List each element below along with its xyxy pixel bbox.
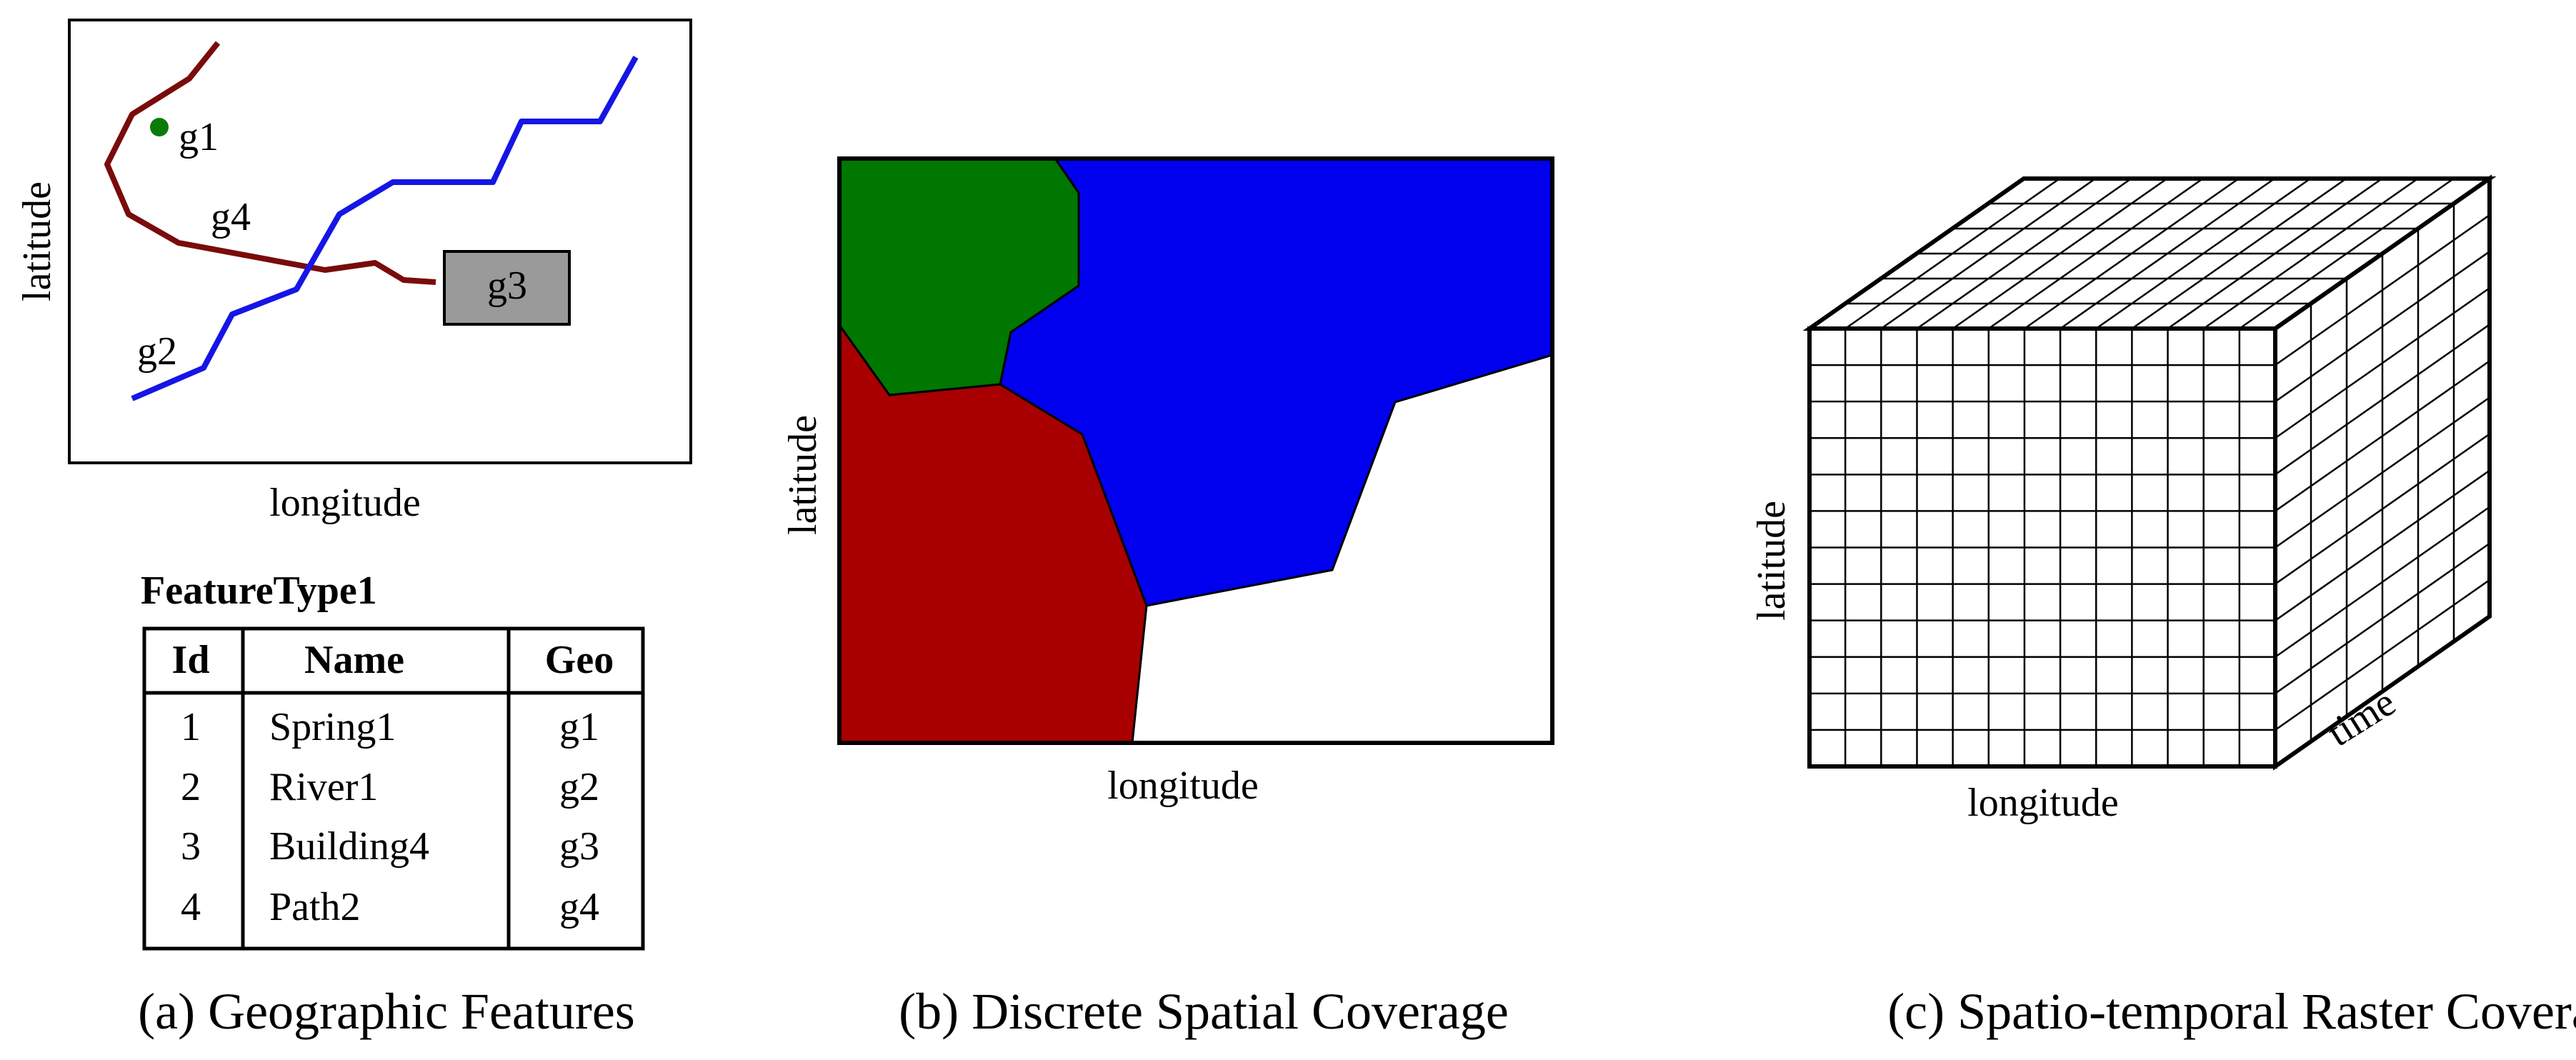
panel-a: g1 g4 g2 g3 longitude latitude FeatureTy…: [15, 19, 692, 1040]
side-grid-line: [2275, 396, 2490, 549]
panel-a-xlabel: longitude: [269, 481, 421, 525]
table-cell-name: Spring1: [269, 705, 396, 749]
panel-a-caption: (a) Geographic Features: [138, 983, 635, 1040]
panel-b-caption: (b) Discrete Spatial Coverage: [899, 983, 1509, 1040]
table-cell-geo: g1: [559, 705, 599, 749]
panel-b-ylabel: latitude: [781, 415, 825, 535]
table-cell-geo: g2: [559, 765, 599, 809]
table-cell-id: 2: [181, 765, 201, 809]
side-grid-line: [2275, 251, 2490, 403]
table-frame: [142, 626, 645, 951]
panel-c-caption: (c) Spatio-temporal Raster Coverage: [1887, 983, 2576, 1040]
label-g1: g1: [179, 115, 219, 159]
table-row: 4 Path2 g4: [181, 885, 599, 929]
feature-g4-path: [104, 41, 436, 285]
table-header-geo: Geo: [545, 638, 614, 682]
side-grid-line: [2275, 287, 2490, 439]
side-grid-line: [2275, 360, 2490, 512]
feature-g2-river: [131, 56, 639, 401]
panel-c: longitude latitude time (c) Spatio-tempo…: [1749, 174, 2576, 1040]
table-cell-geo: g4: [559, 885, 599, 929]
table-title: FeatureType1: [141, 569, 377, 613]
label-g2: g2: [137, 329, 177, 374]
table-cell-geo: g3: [559, 824, 599, 869]
table-cell-name: Path2: [269, 885, 361, 929]
side-grid-line: [2275, 214, 2490, 366]
side-grid-line: [2275, 324, 2490, 476]
panel-b: longitude latitude (b) Discrete Spatial …: [781, 156, 1554, 1040]
panel-a-ylabel: latitude: [15, 181, 59, 301]
table-header-name: Name: [304, 638, 404, 682]
table-cell-name: River1: [269, 765, 378, 809]
table-row: 1 Spring1 g1: [181, 705, 599, 749]
side-grid-line: [2275, 506, 2490, 658]
coverage-green-region: [838, 157, 1080, 396]
label-g3: g3: [487, 264, 527, 308]
feature-g3-building: [443, 250, 571, 326]
panel-c-ylabel: latitude: [1749, 501, 1794, 621]
table-cell-id: 3: [181, 824, 201, 869]
table-row: 3 Building4 g3: [181, 824, 599, 869]
table-row: 2 River1 g2: [181, 765, 599, 809]
raster-cube: [1802, 174, 2497, 771]
label-g4: g4: [211, 195, 251, 239]
feature-g1-spring: [150, 118, 169, 136]
table-cell-id: 1: [181, 705, 201, 749]
panel-b-xlabel: longitude: [1107, 764, 1259, 808]
coverage-frame: [837, 156, 1554, 745]
table-cell-id: 4: [181, 885, 201, 929]
table-cell-name: Building4: [269, 824, 429, 869]
map-frame: [68, 19, 692, 464]
side-grid-line: [2275, 469, 2490, 621]
side-grid-line: [2275, 579, 2490, 731]
side-grid-line: [2275, 433, 2490, 585]
panel-c-xlabel: longitude: [1967, 781, 2119, 825]
table-header-id: Id: [172, 638, 210, 682]
side-grid-line: [2275, 542, 2490, 694]
